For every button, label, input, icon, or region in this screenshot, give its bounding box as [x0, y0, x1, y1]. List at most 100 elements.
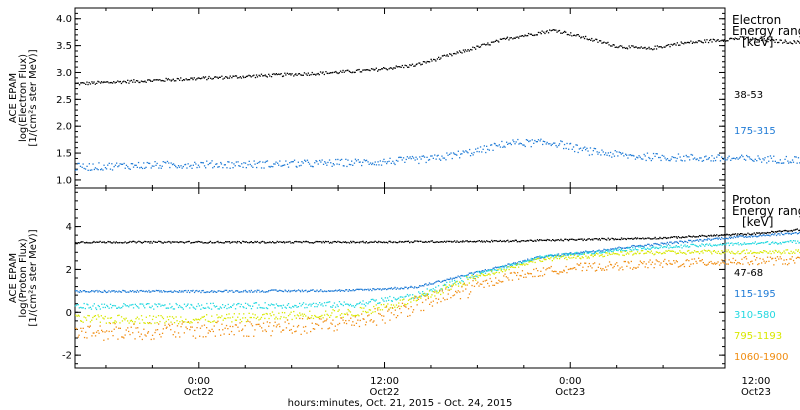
- data-point: [164, 304, 166, 306]
- data-point: [295, 73, 297, 75]
- data-point: [80, 306, 82, 309]
- data-point: [225, 289, 228, 291]
- data-point: [359, 288, 361, 290]
- data-point: [384, 297, 386, 299]
- data-point: [121, 242, 123, 244]
- data-point: [310, 165, 312, 167]
- data-point: [474, 271, 476, 273]
- data-point: [373, 241, 375, 243]
- data-point: [96, 241, 98, 243]
- data-point: [389, 67, 391, 69]
- data-point: [396, 66, 398, 68]
- data-point: [458, 50, 461, 52]
- data-point: [603, 251, 606, 253]
- data-point: [256, 289, 258, 291]
- data-point: [620, 247, 622, 249]
- data-point: [694, 244, 696, 246]
- data-point: [166, 160, 169, 163]
- data-point: [177, 78, 179, 80]
- data-point: [300, 74, 302, 76]
- data-point: [414, 65, 416, 67]
- data-point: [441, 289, 443, 291]
- data-point: [453, 240, 456, 242]
- data-point: [220, 307, 223, 309]
- data-point: [763, 232, 765, 234]
- data-point: [365, 302, 367, 304]
- data-point: [453, 153, 456, 155]
- data-point: [714, 159, 717, 162]
- data-point: [704, 235, 706, 237]
- data-point: [214, 76, 216, 78]
- data-point: [176, 77, 178, 80]
- data-point: [367, 242, 369, 244]
- data-point: [136, 289, 138, 292]
- data-point: [673, 156, 675, 159]
- data-point: [122, 289, 124, 292]
- data-point: [449, 153, 451, 155]
- data-point: [581, 36, 583, 38]
- data-point: [741, 36, 743, 38]
- data-point: [725, 244, 727, 246]
- data-point: [632, 154, 634, 157]
- data-point: [195, 241, 197, 243]
- data-point: [605, 152, 607, 154]
- data-point: [271, 289, 273, 291]
- data-point: [146, 161, 148, 164]
- data-point: [681, 236, 684, 238]
- data-point: [315, 160, 317, 162]
- data-point: [551, 255, 553, 257]
- y-tick-label: 0: [66, 308, 72, 319]
- data-point: [137, 161, 140, 164]
- data-point: [523, 144, 525, 146]
- data-point: [451, 241, 453, 243]
- data-point: [228, 161, 230, 163]
- data-point: [148, 303, 150, 305]
- data-point: [395, 299, 397, 301]
- data-point: [353, 162, 356, 164]
- data-point: [455, 53, 457, 55]
- data-point: [480, 241, 482, 243]
- data-point: [618, 248, 620, 250]
- data-point: [684, 240, 686, 242]
- data-point: [656, 45, 658, 47]
- data-point: [150, 240, 152, 243]
- data-point: [783, 41, 785, 43]
- data-point: [745, 236, 748, 238]
- data-point: [481, 270, 483, 272]
- data-point: [620, 237, 623, 239]
- data-point: [575, 251, 577, 254]
- data-point: [386, 297, 389, 299]
- data-point: [430, 283, 432, 285]
- data-point: [456, 276, 458, 279]
- data-point: [751, 235, 753, 237]
- data-point: [330, 162, 332, 164]
- data-point: [482, 241, 484, 243]
- data-point: [140, 241, 143, 244]
- data-point: [78, 162, 80, 165]
- data-point: [173, 290, 176, 292]
- data-point: [394, 163, 396, 166]
- y-axis-label: ACE EPAM: [8, 73, 19, 123]
- data-point: [694, 240, 696, 242]
- data-point: [210, 162, 212, 164]
- data-point: [720, 238, 722, 240]
- data-point: [156, 162, 158, 165]
- data-point: [98, 241, 100, 243]
- data-point: [576, 34, 578, 36]
- data-point: [359, 71, 361, 73]
- data-point: [280, 290, 282, 292]
- data-point: [437, 241, 440, 243]
- data-point: [466, 151, 468, 153]
- data-point: [499, 266, 501, 268]
- data-point: [316, 160, 318, 163]
- data-point: [457, 52, 459, 54]
- data-point: [320, 304, 322, 306]
- data-point: [129, 80, 131, 82]
- data-point: [587, 252, 590, 254]
- data-point: [413, 65, 415, 67]
- data-point: [745, 233, 747, 235]
- data-point: [421, 155, 423, 157]
- data-point: [486, 270, 488, 272]
- data-point: [346, 69, 348, 72]
- data-point: [435, 286, 437, 288]
